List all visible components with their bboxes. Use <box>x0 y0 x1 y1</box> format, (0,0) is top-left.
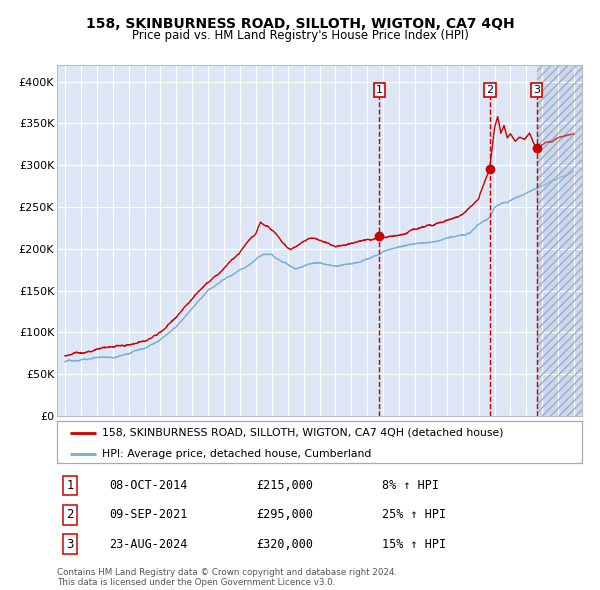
Text: 2: 2 <box>486 85 493 95</box>
Bar <box>536 65 598 416</box>
Text: £295,000: £295,000 <box>257 508 314 522</box>
Text: £320,000: £320,000 <box>257 537 314 550</box>
Text: Contains HM Land Registry data © Crown copyright and database right 2024.
This d: Contains HM Land Registry data © Crown c… <box>57 568 397 587</box>
Text: 8% ↑ HPI: 8% ↑ HPI <box>383 479 439 492</box>
Text: £215,000: £215,000 <box>257 479 314 492</box>
Text: 2: 2 <box>67 508 74 522</box>
Text: 09-SEP-2021: 09-SEP-2021 <box>110 508 188 522</box>
Text: Price paid vs. HM Land Registry's House Price Index (HPI): Price paid vs. HM Land Registry's House … <box>131 30 469 42</box>
Text: 3: 3 <box>533 85 540 95</box>
Text: 23-AUG-2024: 23-AUG-2024 <box>110 537 188 550</box>
Text: 25% ↑ HPI: 25% ↑ HPI <box>383 508 446 522</box>
Text: 3: 3 <box>67 537 74 550</box>
Text: 158, SKINBURNESS ROAD, SILLOTH, WIGTON, CA7 4QH (detached house): 158, SKINBURNESS ROAD, SILLOTH, WIGTON, … <box>101 428 503 438</box>
Text: 1: 1 <box>67 479 74 492</box>
Text: HPI: Average price, detached house, Cumberland: HPI: Average price, detached house, Cumb… <box>101 449 371 459</box>
Text: 15% ↑ HPI: 15% ↑ HPI <box>383 537 446 550</box>
Text: 08-OCT-2014: 08-OCT-2014 <box>110 479 188 492</box>
Text: 158, SKINBURNESS ROAD, SILLOTH, WIGTON, CA7 4QH: 158, SKINBURNESS ROAD, SILLOTH, WIGTON, … <box>86 17 514 31</box>
Bar <box>536 65 598 416</box>
Text: 1: 1 <box>376 85 383 95</box>
